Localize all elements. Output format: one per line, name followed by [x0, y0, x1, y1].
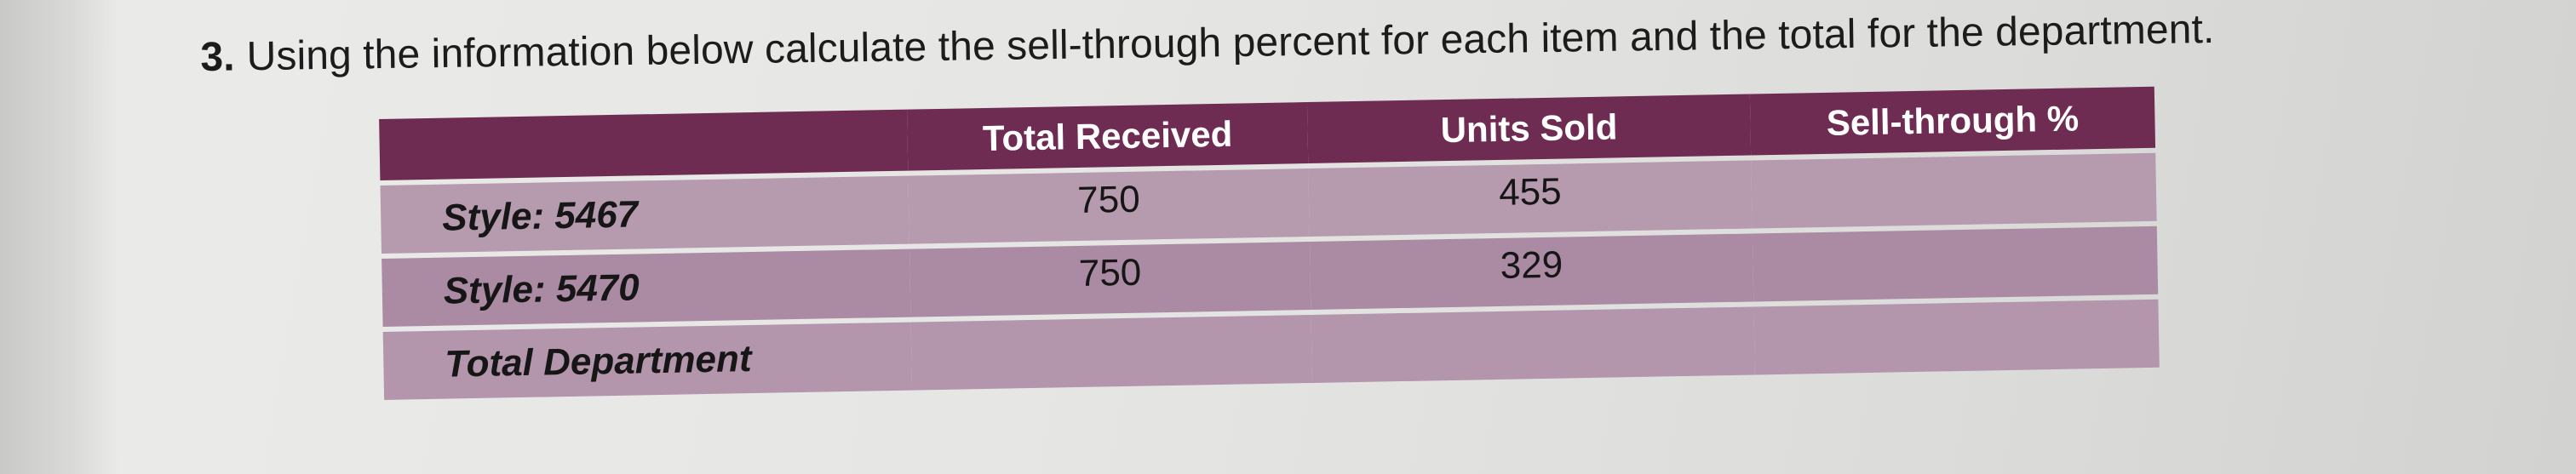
row-label: Total Department — [382, 322, 913, 400]
header-sell-through: Sell-through % — [1749, 86, 2156, 156]
row-label: Style: 5470 — [382, 248, 911, 327]
header-blank — [379, 109, 909, 180]
units-sold-cell: 455 — [1308, 160, 1753, 237]
question-3: 3. Using the information below calculate … — [200, 6, 2215, 81]
page-edge-shadow — [0, 0, 119, 474]
row-label: Style: 5467 — [380, 175, 909, 254]
header-total-received: Total Received — [907, 102, 1309, 171]
sell-through-table: Total Received Units Sold Sell-through %… — [379, 82, 2160, 405]
question-number: 3. — [200, 34, 235, 80]
units-sold-cell: 329 — [1309, 233, 1754, 310]
sell-through-cell[interactable] — [1751, 152, 2157, 229]
total-received-cell: 750 — [909, 241, 1311, 317]
question-text: Using the information below calculate th… — [246, 6, 2215, 80]
header-units-sold: Units Sold — [1306, 94, 1752, 164]
total-received-cell — [910, 314, 1312, 391]
sell-through-cell[interactable] — [1753, 299, 2160, 375]
units-sold-cell — [1311, 306, 1755, 383]
sell-through-table-wrapper: Total Received Units Sold Sell-through %… — [379, 82, 2160, 405]
sell-through-cell[interactable] — [1752, 226, 2159, 302]
total-received-cell: 750 — [908, 168, 1310, 244]
